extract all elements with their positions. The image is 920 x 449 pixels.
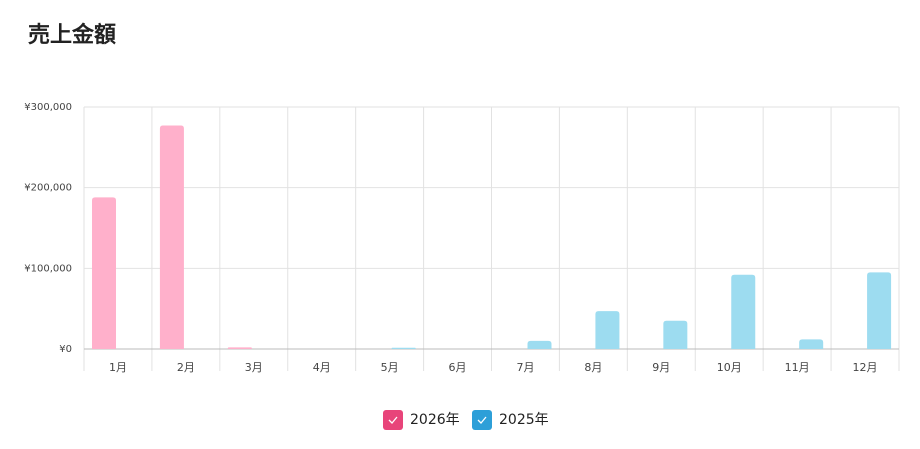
bar [391,347,416,349]
legend-item[interactable]: 2026年 [383,410,460,430]
bar [227,347,252,349]
bar [799,339,824,349]
x-tick-label: 8月 [584,361,602,374]
legend-checkbox [383,410,403,430]
bar [92,197,116,349]
legend-label: 2025年 [499,412,549,428]
legend-checkbox [472,410,492,430]
x-tick-label: 11月 [785,361,810,374]
y-tick-label: ¥100,000 [24,263,72,274]
y-tick-label: ¥300,000 [24,102,72,113]
x-tick-label: 9月 [652,361,670,374]
y-tick-label: ¥200,000 [24,183,72,194]
x-tick-label: 7月 [516,361,534,374]
bar [159,125,184,349]
y-tick-label: ¥0 [59,344,72,355]
legend-label: 2026年 [410,412,460,428]
x-tick-label: 1月 [109,361,127,374]
x-tick-label: 6月 [449,361,467,374]
bar [731,274,756,349]
legend-item[interactable]: 2025年 [472,410,549,430]
bar [527,340,552,349]
x-tick-label: 2月 [177,361,195,374]
legend-check [477,416,487,424]
x-tick-label: 3月 [245,361,263,374]
bar [663,320,688,349]
bar [595,311,620,349]
x-tick-label: 10月 [717,361,742,374]
x-tick-label: 4月 [313,361,331,374]
legend-check [388,416,398,424]
x-tick-label: 5月 [381,361,399,374]
bar [867,272,892,349]
chart-title: 売上金額 [28,22,116,48]
x-tick-label: 12月 [853,361,878,374]
